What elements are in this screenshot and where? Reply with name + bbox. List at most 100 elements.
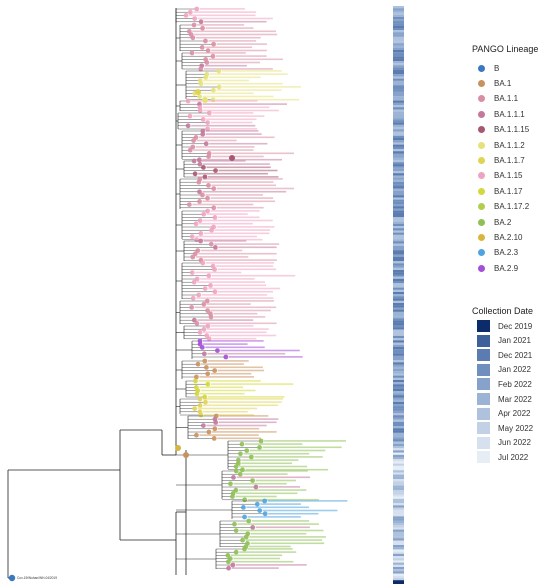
date-cell <box>393 186 404 189</box>
date-cell <box>393 395 404 398</box>
tip-marker <box>240 505 246 510</box>
tip-label-mark <box>203 232 270 235</box>
node-marker <box>202 97 208 103</box>
tip-marker <box>203 38 208 44</box>
tip-label-mark <box>195 235 258 238</box>
lineage-legend-item: BA.1.1.15 <box>478 124 529 136</box>
date-cell <box>393 118 404 121</box>
date-cell <box>393 160 404 163</box>
date-cell <box>393 307 404 310</box>
tip-marker <box>246 518 252 524</box>
date-legend-label: May 2022 <box>498 423 534 433</box>
root-tip-label: Cov-19/Wuhan/WH-04/2019 <box>17 576 57 580</box>
date-cell <box>393 300 404 304</box>
tip-marker <box>225 559 231 565</box>
tip-label-mark <box>217 216 260 219</box>
date-legend-label: Dec 2019 <box>498 321 533 331</box>
date-color-swatch <box>477 320 490 332</box>
tip-marker <box>243 534 249 540</box>
date-cell <box>393 283 404 286</box>
lineage-legend-item: BA.2.9 <box>478 262 518 274</box>
date-cell <box>393 135 404 139</box>
date-cell <box>393 578 404 581</box>
tip-marker <box>215 348 220 353</box>
lineage-color-dot <box>478 141 485 149</box>
tip-marker <box>226 565 231 571</box>
date-cell <box>393 120 404 123</box>
lineage-legend-label: BA.2 <box>494 217 512 227</box>
tip-marker <box>211 87 216 93</box>
tip-label-mark <box>199 238 263 241</box>
tip-marker <box>204 60 210 65</box>
tip-label-mark <box>241 459 299 461</box>
date-cell <box>393 358 404 361</box>
date-legend-title: Collection Date <box>472 306 534 316</box>
date-cell <box>393 197 404 200</box>
date-cell <box>393 96 404 99</box>
date-cell <box>393 311 404 315</box>
tip-label-mark <box>217 268 277 271</box>
date-cell <box>393 129 404 132</box>
tip-marker <box>206 336 212 342</box>
date-cell <box>393 520 404 524</box>
tip-label-mark <box>205 46 253 49</box>
tip-label-mark <box>209 334 277 337</box>
tip-marker <box>233 549 239 555</box>
date-cell <box>393 78 404 81</box>
date-cell <box>393 56 404 59</box>
tip-label-mark <box>254 456 323 458</box>
tip-label-mark <box>236 492 298 495</box>
date-cell <box>393 474 404 477</box>
date-cell <box>393 457 404 460</box>
date-cell <box>393 157 404 161</box>
tip-marker <box>186 202 192 208</box>
date-cell <box>393 336 404 339</box>
date-color-swatch <box>477 451 490 464</box>
tip-marker <box>192 251 198 257</box>
tip-label-mark <box>207 352 286 355</box>
lineage-legend-label: B <box>494 63 500 73</box>
date-cell <box>393 571 404 574</box>
date-cell <box>393 285 404 288</box>
date-cell <box>393 122 404 125</box>
tip-marker <box>242 497 248 503</box>
tip-label-mark <box>199 376 255 378</box>
tip-marker <box>257 445 262 450</box>
tip-label-mark <box>208 76 261 79</box>
tip-marker <box>197 161 203 167</box>
tip-label-mark <box>239 465 308 468</box>
date-legend-label: Mar 2022 <box>498 394 532 404</box>
tip-label-mark <box>203 79 250 82</box>
tip-label-mark <box>211 184 276 187</box>
date-cell <box>393 507 404 510</box>
tip-label-mark <box>214 229 271 231</box>
tip-label-mark <box>208 40 257 42</box>
tip-marker <box>262 498 268 504</box>
tip-label-mark <box>230 554 283 557</box>
date-cell <box>393 503 404 506</box>
date-cell <box>393 490 404 493</box>
tip-label-mark <box>233 557 280 560</box>
tip-label-mark <box>195 52 246 54</box>
node-marker <box>195 89 201 95</box>
tip-label-mark <box>205 130 259 132</box>
date-cell <box>393 124 404 128</box>
date-cell <box>393 384 404 387</box>
tip-label-mark <box>248 545 291 548</box>
date-cell <box>393 153 404 156</box>
tip-marker <box>183 13 189 18</box>
tip-label-mark <box>243 473 288 475</box>
tip-marker <box>193 374 199 380</box>
tip-label-mark <box>212 337 257 340</box>
date-cell <box>393 184 404 187</box>
date-cell <box>393 325 404 328</box>
date-cell <box>393 498 404 502</box>
date-cell <box>393 34 404 37</box>
lineage-legend-label: BA.1.1.7 <box>494 155 525 165</box>
tip-marker <box>194 321 200 326</box>
lineage-color-dot <box>478 110 485 118</box>
tip-label-mark <box>245 468 329 471</box>
date-cell <box>393 523 404 526</box>
date-cell <box>393 459 404 462</box>
tip-label-mark <box>194 306 277 309</box>
